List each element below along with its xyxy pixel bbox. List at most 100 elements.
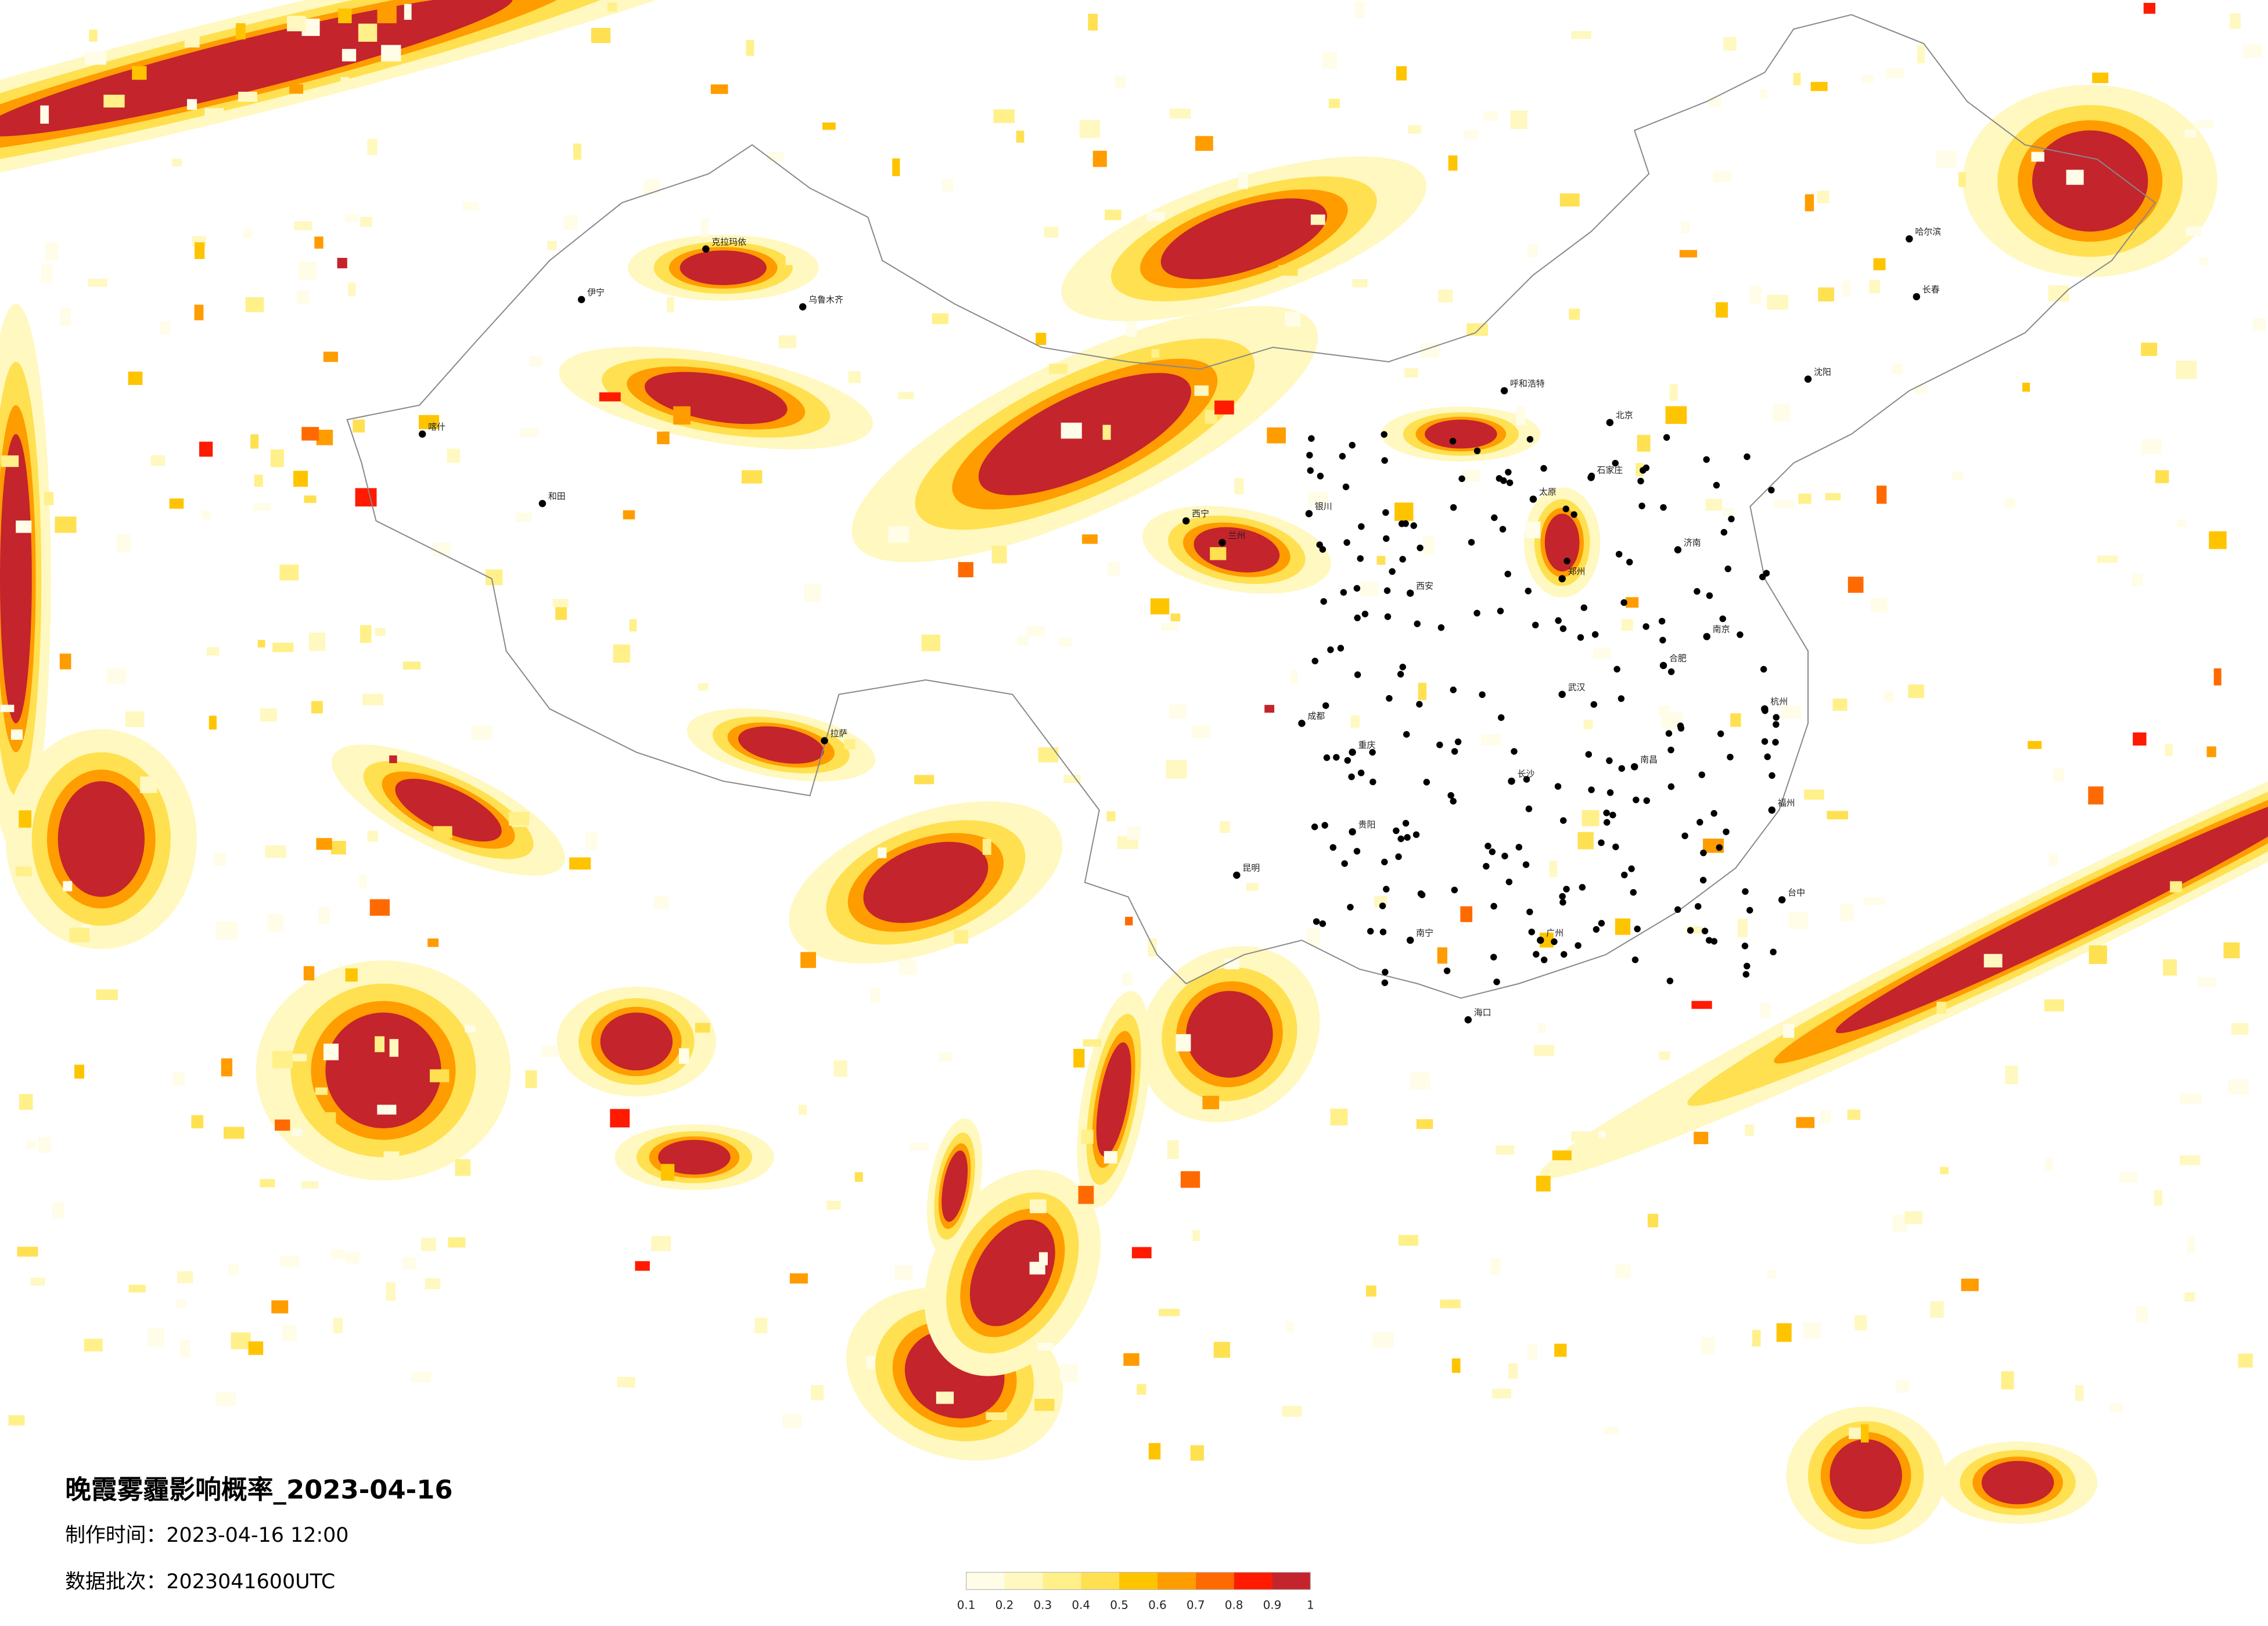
- haze-cell: [1908, 684, 1924, 698]
- haze-cell: [347, 282, 356, 296]
- haze-area: [1835, 789, 2268, 1034]
- haze-cell: [2179, 1155, 2201, 1165]
- haze-cell: [389, 755, 397, 764]
- haze-cell: [1282, 1405, 1302, 1417]
- haze-cell: [303, 966, 315, 981]
- haze-cell: [2176, 360, 2197, 379]
- haze-cell: [1376, 556, 1386, 565]
- city-dot: [1383, 587, 1391, 594]
- city-dot: [1501, 852, 1508, 859]
- haze-cell: [282, 1325, 297, 1341]
- haze-cell: [1437, 947, 1447, 964]
- colorbar-swatch: [1043, 1572, 1081, 1590]
- city-dot: [1804, 375, 1812, 383]
- haze-cell: [991, 545, 1007, 564]
- city-dot: [1618, 765, 1625, 772]
- haze-cell: [1451, 1358, 1461, 1373]
- haze-cell: [1483, 111, 1498, 121]
- haze-cell: [271, 1300, 289, 1314]
- haze-cell: [1840, 904, 1854, 922]
- haze-cell: [509, 812, 529, 826]
- haze-cell: [17, 1246, 38, 1257]
- haze-cell: [1123, 1353, 1140, 1366]
- haze-cell: [1571, 1131, 1591, 1142]
- colorbar-tick-label: 0.2: [995, 1598, 1014, 1611]
- city-dot: [1719, 615, 1726, 623]
- haze-cell: [358, 23, 378, 42]
- haze-cell: [265, 845, 286, 858]
- haze-cell: [377, 1105, 397, 1115]
- city-dot: [1588, 786, 1595, 793]
- city-dot: [1508, 777, 1515, 785]
- haze-cell: [160, 321, 170, 334]
- haze-area: [1194, 527, 1280, 573]
- haze-cell: [231, 1332, 251, 1350]
- haze-cell: [1105, 210, 1122, 221]
- city-dot: [1483, 862, 1490, 870]
- haze-cell: [194, 304, 204, 321]
- haze-cell: [811, 1385, 824, 1401]
- haze-cell: [1752, 1330, 1761, 1347]
- haze-cell: [389, 1039, 399, 1057]
- haze-cell: [254, 474, 263, 487]
- haze-cell: [59, 653, 71, 670]
- haze-cell: [206, 647, 220, 656]
- haze-cell: [1322, 52, 1337, 69]
- haze-cell: [746, 39, 754, 56]
- haze-cell: [1148, 938, 1157, 957]
- haze-cell: [2133, 732, 2147, 746]
- haze-cell: [74, 1064, 85, 1079]
- city-dot: [1710, 810, 1717, 817]
- haze-cell: [1749, 286, 1762, 304]
- haze-cell: [333, 1318, 343, 1333]
- city-dot: [1674, 906, 1681, 913]
- city-label: 兰州: [1228, 530, 1245, 541]
- haze-cell: [1869, 280, 1881, 294]
- haze-cell: [279, 564, 299, 581]
- haze-cell: [26, 1141, 36, 1149]
- haze-cell: [898, 391, 914, 400]
- colorbar-swatch: [966, 1572, 1005, 1590]
- city-label: 拉萨: [831, 728, 848, 739]
- city-dot: [1674, 546, 1682, 553]
- haze-cell: [353, 419, 365, 433]
- city-dot: [1705, 937, 1713, 944]
- haze-cell: [316, 838, 332, 850]
- haze-cell: [316, 430, 333, 445]
- haze-cell: [1088, 13, 1098, 31]
- haze-cell: [2031, 152, 2044, 162]
- city-dot: [1659, 636, 1666, 644]
- haze-cell: [1803, 1322, 1821, 1339]
- city-dot: [702, 245, 710, 253]
- haze-cell: [204, 108, 224, 116]
- city-dot: [1626, 559, 1633, 566]
- haze-cell: [1510, 110, 1527, 129]
- city-label: 广州: [1546, 928, 1563, 938]
- haze-cell: [63, 881, 73, 891]
- haze-cell: [1210, 547, 1227, 560]
- city-dot: [1450, 686, 1457, 693]
- city-dot: [1554, 783, 1562, 790]
- haze-cell: [2163, 959, 2177, 976]
- haze-cell: [429, 1069, 450, 1082]
- city-dot: [1343, 539, 1350, 546]
- haze-cell: [88, 279, 107, 287]
- city-dot: [1500, 387, 1508, 395]
- haze-area: [325, 1012, 441, 1128]
- city-dot: [1506, 479, 1514, 487]
- haze-cell: [338, 8, 352, 24]
- haze-cell: [1864, 897, 1885, 905]
- city-dot: [1526, 436, 1534, 443]
- haze-cell: [1150, 598, 1170, 615]
- haze-cell: [287, 16, 306, 31]
- haze-cell: [519, 428, 538, 437]
- city-dot: [1397, 671, 1404, 678]
- haze-cell: [888, 526, 910, 543]
- city-dot: [1504, 570, 1511, 578]
- haze-cell: [2194, 120, 2214, 128]
- haze-cell: [1169, 704, 1187, 719]
- city-dot: [1505, 469, 1512, 476]
- haze-cell: [360, 625, 372, 643]
- haze-cell: [383, 1151, 400, 1165]
- haze-cell: [1092, 150, 1107, 167]
